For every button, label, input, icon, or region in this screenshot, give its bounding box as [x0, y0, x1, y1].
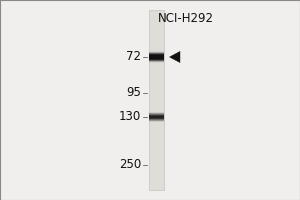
Text: NCI-H292: NCI-H292	[158, 12, 214, 25]
Text: 130: 130	[119, 110, 141, 123]
Polygon shape	[169, 51, 180, 63]
Text: 72: 72	[126, 50, 141, 64]
Text: 95: 95	[126, 86, 141, 99]
Bar	[148, 10, 164, 190]
Text: 250: 250	[119, 158, 141, 171]
